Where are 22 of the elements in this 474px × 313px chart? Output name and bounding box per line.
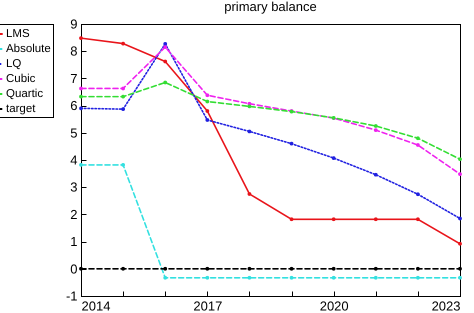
legend-label: target [6, 103, 36, 115]
y-tick-label: 3 [70, 180, 78, 195]
x-tick-label: 2017 [193, 298, 222, 313]
y-tick-label: 8 [70, 44, 78, 59]
y-tick-label: 6 [70, 98, 78, 114]
y-tick-label: 2 [70, 206, 78, 222]
chart-title: primary balance [224, 0, 317, 14]
legend-label: Quartic [6, 88, 44, 100]
y-tick-label: 1 [70, 234, 78, 250]
x-tick-label: 2014 [82, 298, 110, 313]
legend-label: Cubic [6, 73, 36, 85]
y-tick-label: -1 [66, 288, 78, 304]
x-tick-label: 2023 [432, 298, 460, 313]
y-tick-label: 7 [70, 70, 78, 86]
y-tick-label: 9 [70, 16, 78, 32]
y-tick-label: 0 [70, 261, 78, 276]
legend-label: Absolute [6, 43, 51, 55]
x-tick-label: 2020 [320, 298, 349, 313]
y-tick-label: 4 [70, 152, 78, 168]
legend-label: LQ [6, 58, 22, 70]
y-tick-label: 5 [70, 125, 78, 140]
legend-label: LMS [6, 28, 30, 40]
